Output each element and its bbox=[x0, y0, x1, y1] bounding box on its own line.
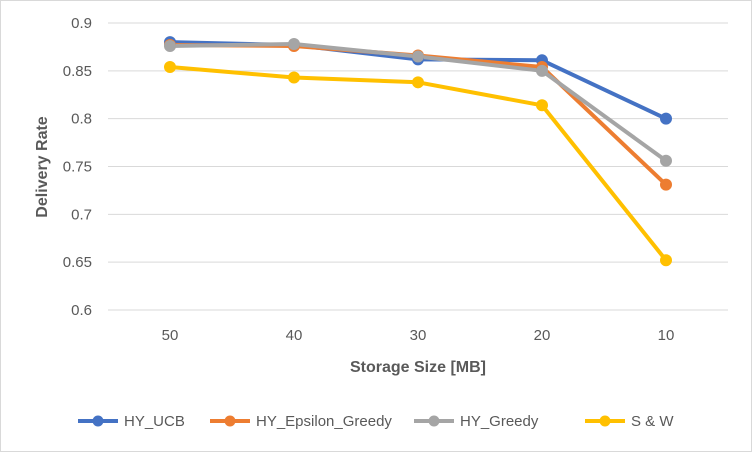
y-axis-ticks: 0.6 0.65 0.7 0.75 0.8 0.85 0.9 bbox=[63, 15, 92, 319]
x-tick-label: 40 bbox=[286, 327, 303, 344]
data-point bbox=[660, 112, 672, 125]
data-point bbox=[288, 38, 300, 51]
x-axis-ticks: 50 40 30 20 10 bbox=[162, 327, 675, 344]
y-tick-label: 0.9 bbox=[71, 15, 92, 32]
series-line bbox=[168, 65, 668, 263]
legend-label: HY_UCB bbox=[124, 413, 185, 430]
y-tick-label: 0.6 bbox=[71, 302, 92, 319]
series-points bbox=[164, 36, 672, 267]
legend-swatch-marker bbox=[428, 415, 440, 427]
data-point bbox=[660, 154, 672, 167]
legend-label: HY_Epsilon_Greedy bbox=[256, 413, 392, 430]
data-point bbox=[288, 71, 300, 84]
legend-swatch-marker bbox=[599, 415, 611, 427]
y-tick-label: 0.65 bbox=[63, 254, 92, 271]
legend-swatch-marker bbox=[92, 415, 104, 427]
data-point bbox=[660, 178, 672, 191]
x-axis-title: Storage Size [MB] bbox=[350, 359, 486, 376]
data-point bbox=[536, 99, 548, 112]
y-tick-label: 0.8 bbox=[71, 111, 92, 128]
x-tick-label: 20 bbox=[534, 327, 551, 344]
legend-label: S & W bbox=[631, 413, 674, 430]
legend-label: HY_Greedy bbox=[460, 413, 539, 430]
data-point bbox=[164, 61, 176, 74]
legend: HY_UCB HY_Epsilon_Greedy HY_Greedy S & W bbox=[78, 413, 674, 430]
series-line bbox=[168, 43, 668, 187]
gridlines bbox=[108, 22, 728, 311]
y-tick-label: 0.7 bbox=[71, 206, 92, 223]
y-tick-label: 0.75 bbox=[63, 159, 92, 176]
legend-swatch-marker bbox=[224, 415, 236, 427]
data-point bbox=[412, 76, 424, 89]
x-tick-label: 10 bbox=[658, 327, 675, 344]
y-axis-title: Delivery Rate bbox=[34, 116, 51, 217]
data-point bbox=[164, 39, 176, 52]
series-lines bbox=[168, 40, 668, 263]
x-tick-label: 50 bbox=[162, 327, 179, 344]
data-point bbox=[660, 254, 672, 267]
x-tick-label: 30 bbox=[410, 327, 427, 344]
y-tick-label: 0.85 bbox=[63, 63, 92, 80]
data-point bbox=[412, 50, 424, 63]
data-point bbox=[536, 64, 548, 77]
